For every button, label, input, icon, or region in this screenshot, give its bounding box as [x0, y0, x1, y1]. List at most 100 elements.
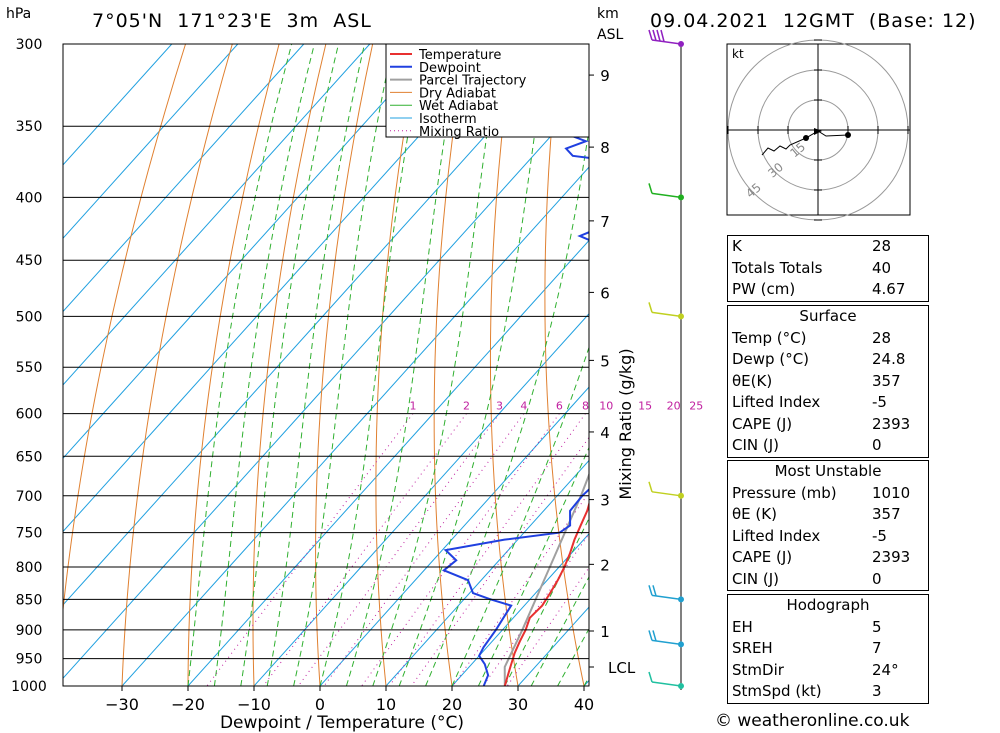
wind-barb-flag: [652, 29, 657, 41]
most-unstable-title: Most Unstable: [774, 462, 882, 480]
legend-label: Dewpoint: [419, 61, 481, 76]
wind-barb-flag: [648, 29, 653, 41]
dry-adiabat-line: [433, 44, 467, 686]
pressure-tick-label: 800: [16, 560, 43, 576]
km-unit: km: [597, 6, 619, 22]
wind-barb-shaft: [651, 311, 682, 318]
isotherm-line: [451, 533, 589, 686]
isotherm-line: [187, 239, 589, 686]
credit-link[interactable]: © weatheronline.co.uk: [715, 711, 910, 731]
dry-adiabat-line: [544, 44, 585, 686]
mixing-ratio-label: 2: [463, 400, 470, 413]
mixing-ratio-line: [206, 413, 414, 686]
legend-label: Dry Adiabat: [419, 86, 496, 101]
wind-barb-shaft: [651, 192, 682, 199]
pressure-tick-label: 300: [16, 37, 43, 53]
mixing-ratio-line: [388, 413, 586, 686]
x-axis-label: Dewpoint / Temperature (°C): [220, 713, 464, 733]
x-tick-label: −20: [171, 695, 205, 714]
x-tick-label: −10: [237, 695, 271, 714]
dry-adiabat-line: [375, 44, 420, 686]
most-unstable-table: Most Unstable Pressure (mb) 1010 θE (K) 35…: [727, 460, 929, 591]
mixing-ratio-line: [323, 413, 525, 686]
table-row: θE(K) 357: [732, 371, 901, 390]
table-row: θE (K) 357: [732, 505, 901, 523]
wind-barb-flag: [652, 630, 657, 642]
mixing-ratio-line: [297, 413, 500, 686]
hpa-unit: hPa: [6, 6, 32, 22]
mixing-ratio-axis-label: Mixing Ratio (g/kg): [616, 348, 635, 499]
wind-barb-flag: [652, 585, 657, 597]
wind-barb-flag: [648, 481, 653, 493]
wind-barb-flag: [648, 671, 653, 683]
legend-label: Parcel Trajectory: [419, 74, 527, 89]
pressure-tick-label: 650: [16, 449, 43, 465]
table-row: CAPE (J) 2393: [732, 414, 911, 433]
wet-adiabat-line: [451, 345, 589, 686]
wind-barb-flag: [648, 302, 653, 313]
table-row: Dewp (°C) 24.8: [732, 350, 906, 368]
table-row: SREH 7: [732, 639, 882, 657]
isotherm-line: [63, 44, 503, 533]
dry-adiabat-line: [121, 44, 233, 686]
parcel-trajectory-line: [503, 472, 589, 686]
hodograph-table: Hodograph EH 5 SREH 7 StmDir 24° StmSpd (kt…: [727, 594, 929, 704]
legend-label: Mixing Ratio: [419, 125, 499, 140]
x-tick-label: −30: [105, 695, 139, 714]
x-tick-label: 10: [376, 695, 396, 714]
wet-adiabat-line: [530, 575, 589, 686]
wind-barb-shaft: [651, 639, 682, 646]
mixing-ratio-label: 15: [638, 400, 652, 413]
dewpoint-line: [441, 44, 589, 686]
hodograph-title: Hodograph: [786, 596, 870, 614]
dry-adiabat-line: [63, 44, 187, 615]
wind-barb-shaft: [651, 39, 682, 45]
mixing-ratio-label: 20: [667, 400, 681, 413]
legend-box: [385, 43, 590, 138]
table-row: K 28: [732, 237, 892, 255]
table-row: Temp (°C) 28: [732, 328, 892, 347]
km-tick-label: 9: [600, 67, 610, 85]
dry-adiabat-line: [981, 44, 1000, 686]
table-row: Lifted Index -5: [732, 526, 887, 545]
dry-adiabat-line: [252, 44, 327, 686]
table-row: PW (cm) 4.67: [732, 280, 906, 298]
km-tick-label: 7: [600, 213, 610, 231]
wet-adiabat-line: [319, 44, 425, 686]
datetime-title: 09.04.2021 12GMT (Base: 12): [650, 10, 977, 32]
wind-barb-flag: [656, 29, 661, 42]
mixing-ratio-label: 1: [409, 400, 416, 413]
legend-label: Temperature: [418, 48, 501, 63]
wind-barb-shaft: [651, 681, 682, 687]
wet-adiabat-line: [504, 517, 589, 686]
pressure-tick-label: 450: [16, 253, 43, 269]
km-tick-label: 4: [600, 424, 610, 442]
table-row: EH 5: [732, 617, 882, 636]
km-tick-label: 8: [600, 139, 610, 157]
hodograph-point: [803, 135, 809, 141]
mixing-ratio-line: [262, 413, 467, 686]
location-title: 7°05'N 171°23'E 3m ASL: [92, 10, 372, 32]
temperature-line: [503, 500, 589, 686]
isotherm-line: [63, 93, 589, 679]
hodograph-trace: [761, 130, 849, 156]
km-tick-label: 3: [600, 492, 610, 510]
hodograph-unit: kt: [732, 47, 744, 61]
isotherm-line: [63, 44, 305, 313]
pressure-tick-label: 350: [16, 119, 43, 135]
surface-title: Surface: [799, 307, 857, 325]
pressure-tick-label: 700: [16, 489, 43, 505]
pressure-tick-label: 550: [16, 360, 43, 376]
mixing-ratio-label: 3: [496, 400, 503, 413]
mixing-ratio-label: 10: [599, 400, 613, 413]
wind-barb-shaft: [651, 594, 682, 601]
pressure-tick-label: 850: [16, 592, 43, 608]
mixing-ratio-line: [361, 413, 560, 686]
km-tick-label: 5: [600, 352, 610, 370]
wet-adiabat-line: [213, 44, 315, 686]
pressure-tick-label: 950: [16, 652, 43, 668]
wind-barb-flag: [648, 585, 653, 596]
km-tick-label: 1: [600, 623, 610, 641]
